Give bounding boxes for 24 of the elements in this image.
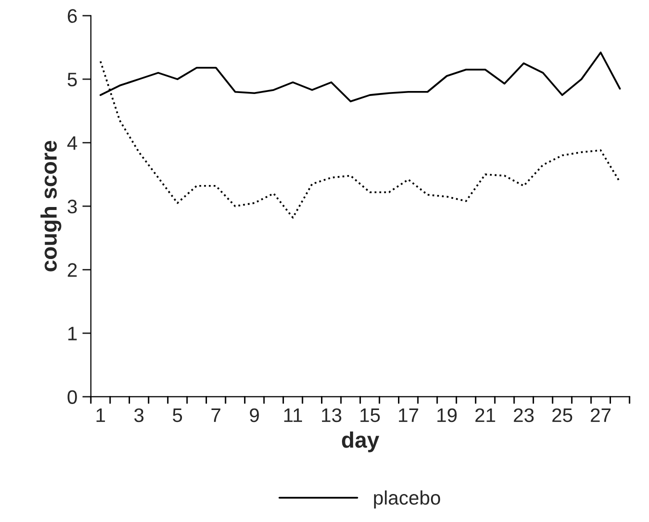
x-tick-label: 7 [212,408,220,422]
legend-label: placebo [374,490,440,509]
y-axis-title: cough score [40,140,62,272]
x-tick-label: 23 [514,408,534,422]
y-tick-label: 2 [68,263,77,277]
y-tick-label: 1 [68,326,77,340]
y-tick-label: 3 [68,200,77,214]
x-tick-label: 9 [250,408,259,422]
x-axis-title: day [342,432,380,452]
y-tick-label: 0 [68,390,77,404]
y-tick-label: 4 [67,136,78,150]
y-tick-label: 5 [68,72,77,86]
x-tick-label: 5 [172,408,182,422]
x-tick-label: 27 [590,408,611,422]
x-tick-label: 13 [322,408,342,422]
x-tick-label: 15 [360,408,380,422]
x-tick-label: 19 [437,408,457,422]
x-tick-label: 21 [475,408,496,422]
x-tick-label: 11 [284,408,302,422]
x-tick-label: 1 [96,408,105,422]
x-tick-label: 17 [398,408,418,422]
x-tick-label: 3 [134,408,144,422]
x-tick-label: 25 [552,408,572,422]
y-tick-label: 6 [68,9,77,23]
